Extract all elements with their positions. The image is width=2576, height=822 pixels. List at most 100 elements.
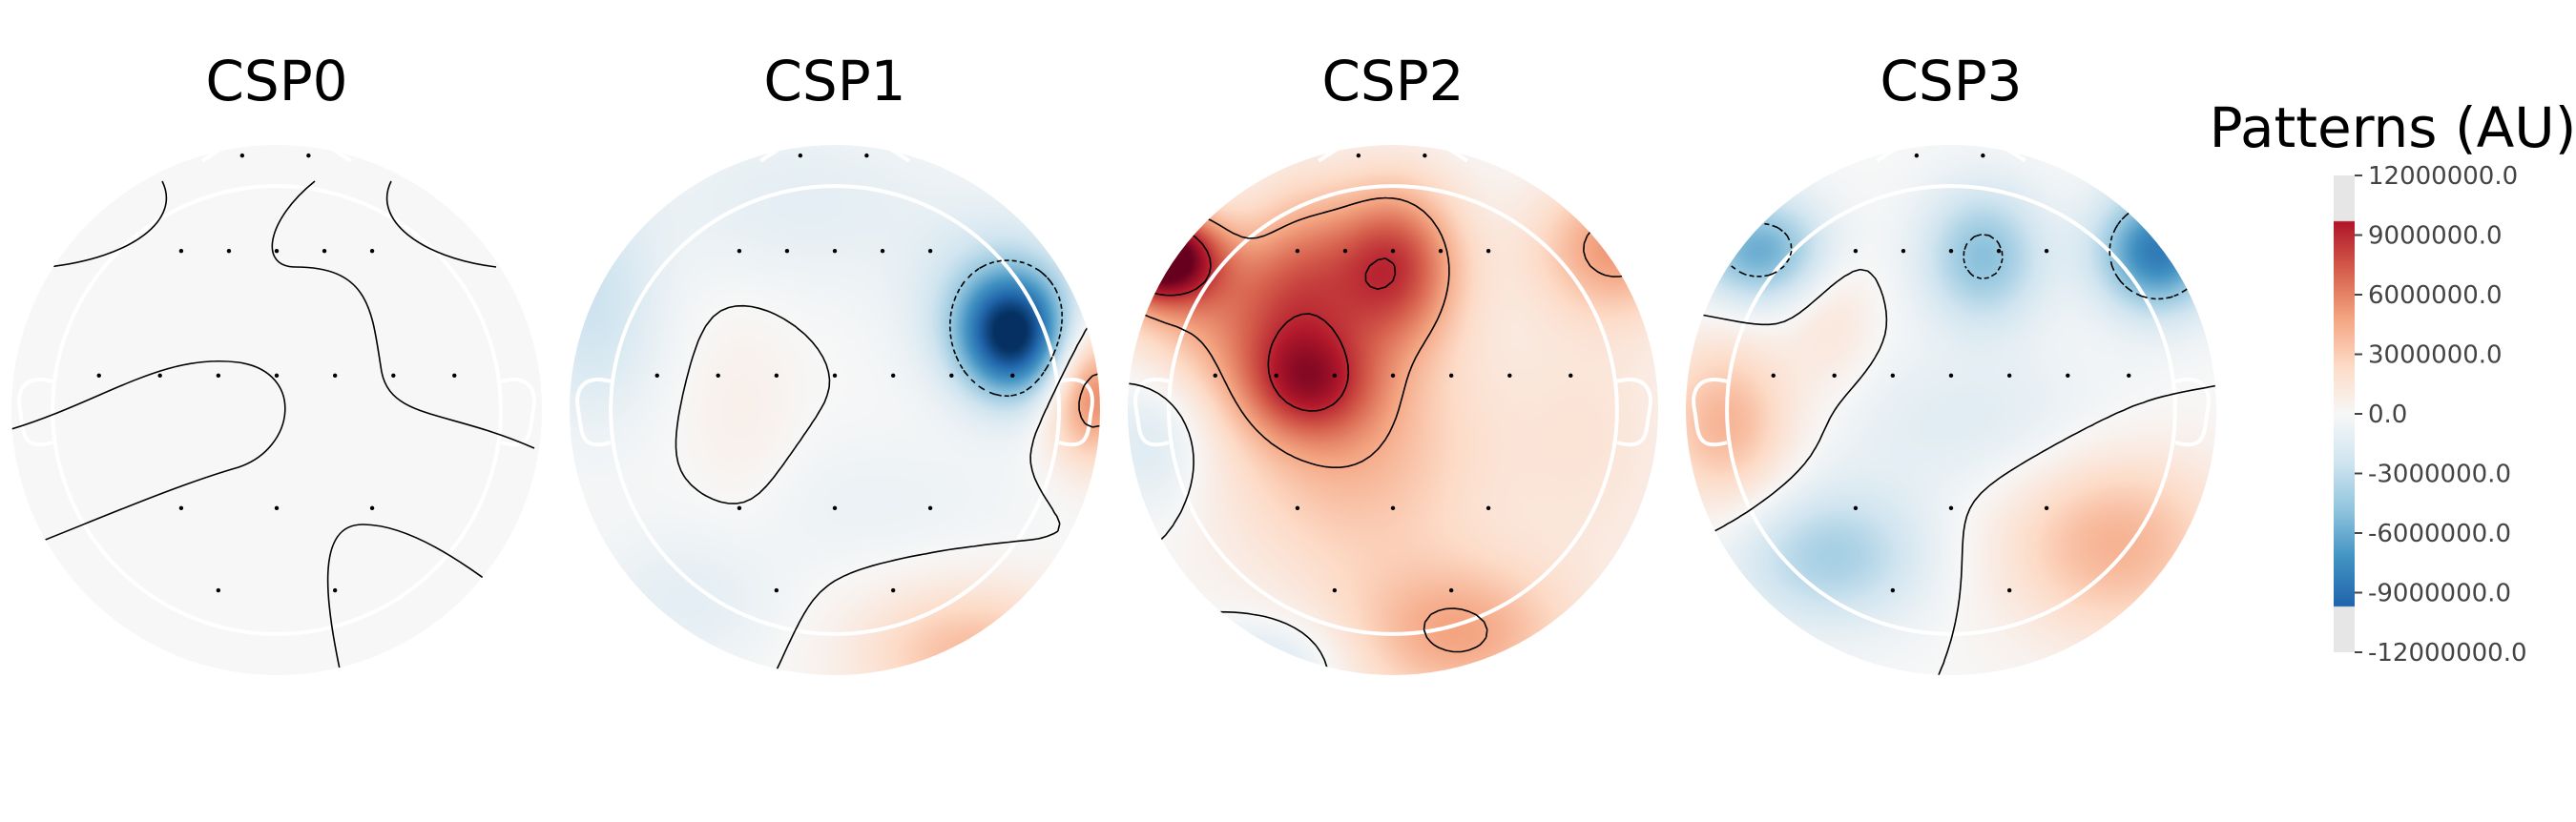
contour-line [47,180,168,268]
electrode-dot [157,373,162,379]
electrode-dot [798,153,803,158]
electrode-dot [96,373,101,379]
electrode-dot [1771,373,1776,379]
electrode-dot [864,153,869,158]
electrode-dot [1010,373,1015,379]
electrode-dot [391,373,396,379]
topomap-field [1686,145,2216,675]
contour-line [1128,196,1652,653]
electrode-dot [322,249,327,254]
electrode-dot [949,373,954,379]
electrode-dot [1356,153,1361,158]
electrode-dot [2066,373,2070,379]
topomap-title: CSP2 [1321,49,1464,113]
topomap-field [11,145,542,675]
electrode-dot [1390,249,1396,254]
topomap-csp3: CSP3 [1686,49,2216,675]
electrode-dot [927,249,933,254]
electrode-dot [737,505,742,511]
electrode-dot [178,505,184,511]
electrode-dot [1448,587,1454,593]
topomap-title: CSP1 [763,49,905,113]
electrode-dot [1485,505,1491,511]
electrode-dot [306,153,311,158]
electrode-dot [1914,153,1920,158]
electrode-dot [832,505,838,511]
contour-line [1686,268,2216,675]
electrode-dot [216,373,221,379]
zero-contours [11,180,535,675]
electrode-dot [1448,373,1454,379]
colorbar-title: Patterns (AU) [2210,95,2576,160]
electrode-dot [1948,249,1954,254]
electrode-dot [2044,249,2049,254]
electrode-dot [890,373,896,379]
electrode-markers [96,153,457,593]
electrode-dot [654,373,659,379]
electrode-dot [226,249,232,254]
electrode-dot [1390,373,1396,379]
electrode-dot [927,505,933,511]
topomap-csp2: CSP2 [1128,49,1658,675]
electrode-dot [832,249,838,254]
topomap-field [570,145,1100,675]
contour-line [271,180,535,449]
ear-outline [2174,378,2211,447]
colorbar-gradient [2334,175,2355,652]
ear-outline [575,378,612,447]
electrode-dot [737,249,742,254]
topomap-panels: CSP0 CSP1 CSP2 CSP3 [11,49,2216,675]
electrode-dot [774,373,779,379]
head-outline [1725,184,2177,636]
electrode-dot [1890,373,1896,379]
electrode-dot [452,373,457,379]
colorbar-tick-label: -12000000.0 [2368,639,2527,668]
contour-line [326,524,516,675]
electrode-dot [2127,373,2131,379]
colorbar-tick-label: -3000000.0 [2368,461,2511,489]
electrode-dot [369,505,375,511]
electrode-dot [1332,587,1338,593]
electrode-dot [369,249,375,254]
electrode-dot [332,587,338,593]
electrode-dot [1485,249,1491,254]
electrode-dot [774,587,779,593]
electrode-dot [1832,373,1837,379]
electrode-dot [1853,505,1859,511]
zero-contours [675,259,1100,675]
ear-outline [1692,378,1728,447]
electrode-dot [1390,505,1396,511]
electrode-dot [1213,373,1217,379]
topomap-title: CSP0 [205,49,347,113]
ear-outline [1616,378,1652,447]
electrode-dot [178,249,184,254]
electrode-dot [1274,373,1278,379]
colorbar-tick-label: -9000000.0 [2368,580,2511,608]
electrode-dot [2006,587,2012,593]
electrode-markers [1771,153,2131,593]
electrode-dot [832,373,838,379]
head-outline [51,184,503,636]
electrode-dot [332,373,338,379]
electrode-dot [274,249,280,254]
electrode-dot [1996,249,2002,254]
electrode-dot [2044,505,2049,511]
electrode-dot [1981,153,1985,158]
contour-line [948,259,1063,398]
electrode-dot [1423,153,1427,158]
electrode-dot [1507,373,1512,379]
electrode-dot [239,153,245,158]
ear-outline [17,378,53,447]
electrode-dot [880,249,885,254]
colorbar-tick-label: 3000000.0 [2368,341,2503,370]
electrode-dot [216,587,221,593]
electrode-markers [1213,153,1573,593]
colorbar-tick-label: -6000000.0 [2368,520,2511,548]
electrode-dot [1901,249,1906,254]
colorbar: Patterns (AU) 12000000.0 9000000.0 6000000… [2210,95,2576,668]
electrode-dot [1342,249,1348,254]
topomap-csp1: CSP1 [570,49,1100,675]
contour-line [11,360,286,554]
contour-line [675,304,1100,675]
